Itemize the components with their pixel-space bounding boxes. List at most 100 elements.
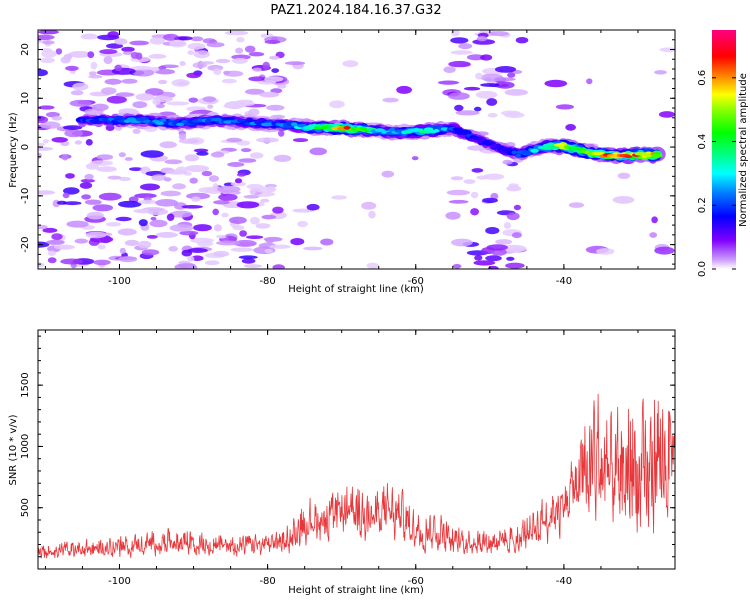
heat-speckle: [96, 166, 117, 173]
ridge-blob: [500, 147, 512, 151]
heat-speckle: [297, 220, 308, 228]
heat-speckle: [80, 33, 99, 40]
heat-speckle: [90, 61, 98, 70]
heat-speckle: [63, 125, 83, 130]
heat-speckle: [121, 46, 135, 53]
heat-speckle: [238, 255, 258, 260]
heat-speckle: [306, 203, 320, 211]
heat-speckle: [152, 98, 161, 106]
heat-speckle: [164, 159, 183, 165]
colorbar-tick-label: 0.4: [697, 134, 708, 150]
heat-speckle: [149, 219, 168, 228]
heat-speckle: [188, 97, 199, 103]
heat-speckle: [486, 98, 498, 106]
heat-speckle: [158, 79, 168, 85]
heat-speckle: [190, 36, 204, 42]
colorbar-gradient: [712, 30, 736, 269]
heat-speckle: [342, 60, 359, 68]
heat-speckle: [244, 45, 256, 53]
heat-speckle: [55, 48, 63, 55]
heat-speckle: [38, 146, 53, 151]
heat-speckle: [649, 232, 658, 238]
heat-speckle: [265, 184, 277, 188]
heat-speckle: [150, 216, 157, 221]
heat-speckle: [130, 51, 139, 59]
x-tick-label: -60: [408, 276, 424, 287]
spectrogram-y-axis-label: Frequency (Hz): [8, 112, 19, 188]
heat-speckle: [60, 258, 83, 265]
heat-speckle: [93, 259, 111, 266]
heat-speckle: [473, 260, 496, 266]
heat-speckle: [169, 224, 194, 232]
heat-speckle: [249, 216, 260, 225]
heat-speckle: [151, 66, 160, 72]
snr-frame: [37, 329, 676, 570]
heat-speckle: [494, 77, 516, 82]
heat-speckle: [495, 239, 512, 245]
heat-speckle: [511, 232, 522, 239]
heat-speckle: [235, 47, 244, 54]
heat-speckle: [249, 187, 256, 196]
heat-speckle: [659, 47, 675, 53]
heat-speckle: [261, 214, 277, 220]
y-tick-label: 1500: [20, 372, 31, 397]
heat-speckle: [124, 157, 133, 161]
heat-speckle: [617, 172, 631, 179]
heat-speckle: [42, 139, 50, 144]
heat-speckle: [264, 76, 284, 82]
heat-speckle: [452, 264, 462, 269]
ridge-blob: [521, 150, 532, 155]
heat-speckle: [53, 244, 75, 250]
heat-speckle: [175, 166, 188, 173]
heat-speckle: [506, 256, 515, 261]
heat-speckle: [555, 104, 575, 110]
heat-speckle: [190, 196, 201, 202]
heat-speckle: [381, 170, 395, 178]
heat-speckle: [506, 185, 522, 192]
heat-speckle: [72, 82, 89, 91]
heat-speckle: [179, 230, 199, 236]
heat-speckle: [223, 70, 231, 75]
heat-speckle: [213, 200, 230, 205]
heat-speckle: [89, 160, 113, 167]
heat-speckle: [129, 40, 149, 46]
heat-speckle: [154, 68, 175, 75]
heat-speckle: [210, 151, 225, 158]
heat-speckle: [148, 54, 167, 59]
heat-speckle: [248, 76, 268, 82]
heat-speckle: [451, 238, 473, 247]
heat-speckle: [224, 30, 249, 36]
heat-speckle: [197, 240, 214, 247]
heat-speckle: [151, 174, 167, 181]
heat-speckle: [586, 78, 593, 85]
x-tick-label: -60: [408, 576, 424, 587]
heat-speckle: [658, 111, 675, 118]
heat-speckle: [266, 185, 276, 193]
heat-speckle: [216, 240, 240, 246]
heat-speckle: [495, 81, 515, 89]
heat-speckle: [238, 158, 257, 163]
spectrogram-y-ticks: -20 -10 0 10 20: [20, 29, 675, 265]
x-tick-label: -40: [556, 576, 572, 587]
heat-speckle: [66, 220, 89, 228]
heat-speckle: [515, 37, 529, 44]
heat-speckle: [258, 201, 265, 207]
heat-speckle: [204, 260, 220, 266]
heat-speckle: [273, 154, 292, 162]
heat-speckle: [244, 88, 265, 95]
heat-speckle: [74, 238, 89, 244]
heat-speckle: [166, 101, 190, 106]
y-tick-label: -10: [20, 188, 31, 204]
heat-speckle: [176, 81, 188, 86]
heat-speckle: [206, 42, 225, 48]
heat-speckle: [79, 182, 93, 189]
heat-speckle: [277, 84, 287, 89]
heat-speckle: [450, 37, 469, 44]
heat-speckle: [159, 141, 177, 149]
heat-speckle: [42, 40, 55, 45]
y-tick-label: -20: [20, 236, 31, 252]
heat-speckle: [114, 38, 128, 45]
heat-speckle: [221, 212, 229, 218]
heat-speckle: [184, 154, 200, 162]
